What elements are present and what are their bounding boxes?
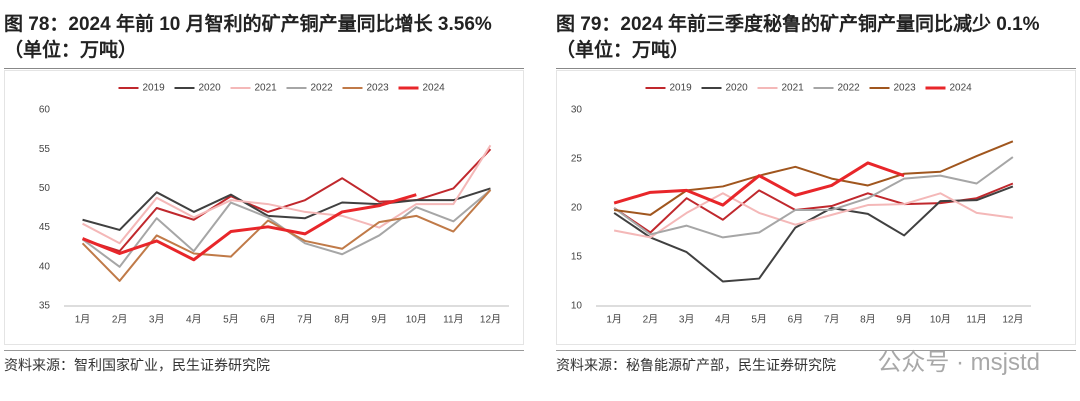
panel: 图 79：2024 年前三季度秘鲁的矿产铜产量同比减少 0.1%（单位：万吨） … — [556, 0, 1076, 401]
x-tick-label: 9月 — [371, 314, 387, 326]
x-tick-label: 8月 — [860, 314, 876, 326]
x-tick-label: 9月 — [896, 314, 912, 326]
x-tick-label: 6月 — [260, 314, 276, 326]
y-tick-label: 35 — [39, 301, 51, 312]
panel: 图 78：2024 年前 10 月智利的矿产铜产量同比增长 3.56%（单位：万… — [4, 0, 524, 401]
legend-label: 2022 — [838, 83, 861, 94]
line-series — [82, 187, 491, 231]
x-tick-label: 11月 — [966, 314, 986, 326]
legend-label: 2024 — [423, 83, 446, 94]
chart-frame — [4, 70, 524, 345]
watermark: 公众号 · msjstd — [877, 349, 1040, 376]
x-tick-label: 3月 — [679, 314, 695, 326]
x-tick-label: 12月 — [480, 314, 501, 326]
chart-frame — [556, 70, 1076, 345]
y-tick-label: 15 — [571, 252, 583, 263]
x-tick-label: 1月 — [75, 314, 91, 326]
y-tick-label: 45 — [39, 222, 51, 233]
line-series — [613, 140, 1014, 216]
x-tick-label: 8月 — [334, 314, 350, 326]
legend-label: 2019 — [143, 83, 166, 94]
line-series — [613, 161, 905, 207]
source: 资料来源：智利国家矿业，民生证券研究院 — [4, 350, 524, 375]
x-tick-label: 1月 — [606, 314, 622, 326]
legend-label: 2023 — [894, 83, 917, 94]
y-tick-label: 60 — [39, 105, 51, 116]
legend-label: 2023 — [367, 83, 390, 94]
y-tick-label: 50 — [39, 183, 51, 194]
y-tick-label: 20 — [571, 203, 583, 214]
x-tick-label: 10月 — [930, 314, 951, 326]
x-tick-label: 5月 — [223, 314, 239, 326]
chart-title: 图 78：2024 年前 10 月智利的矿产铜产量同比增长 3.56%（单位：万… — [4, 12, 524, 69]
x-tick-label: 12月 — [1002, 314, 1023, 326]
x-tick-label: 11月 — [443, 314, 463, 326]
line-series — [82, 144, 492, 245]
legend-label: 2021 — [255, 83, 278, 94]
source: 资料来源：秘鲁能源矿产部，民生证券研究院 — [556, 350, 1076, 375]
chart: 10 15 20 25 30 1月 2月 3月 4月 5月 6月 7月 8月 9月 10月 11月 12月 201… — [556, 70, 1076, 345]
x-tick-label: 4月 — [186, 314, 202, 326]
legend-label: 2024 — [950, 83, 973, 94]
legend-label: 2022 — [311, 83, 334, 94]
line-series — [613, 192, 1014, 239]
x-tick-label: 2月 — [643, 314, 659, 326]
y-tick-label: 10 — [571, 301, 583, 312]
x-tick-label: 4月 — [715, 314, 731, 326]
x-tick-label: 2月 — [112, 314, 128, 326]
x-tick-label: 7月 — [297, 314, 313, 326]
line-series — [81, 193, 417, 262]
x-tick-label: 7月 — [824, 314, 840, 326]
line-series — [82, 148, 492, 253]
line-series — [613, 156, 1014, 239]
y-tick-label: 25 — [571, 154, 583, 165]
line-series — [613, 185, 1014, 283]
x-tick-label: 10月 — [406, 314, 427, 326]
legend-label: 2020 — [199, 83, 222, 94]
legend-label: 2020 — [726, 83, 749, 94]
y-tick-label: 40 — [39, 261, 51, 272]
x-tick-label: 3月 — [149, 314, 165, 326]
chart-title: 图 79：2024 年前三季度秘鲁的矿产铜产量同比减少 0.1%（单位：万吨） — [556, 12, 1076, 69]
legend-label: 2021 — [782, 83, 805, 94]
line-series — [81, 189, 492, 268]
y-tick-label: 30 — [571, 105, 583, 116]
x-tick-label: 6月 — [788, 314, 804, 326]
legend-label: 2019 — [670, 83, 693, 94]
line-series — [613, 182, 1014, 234]
chart: 35 40 45 50 55 60 1月 2月 3月 4月 5月 6月 7月 8月 9月 10月 11月 12月 2… — [4, 70, 524, 345]
x-tick-label: 5月 — [751, 314, 767, 326]
y-tick-label: 55 — [39, 144, 51, 155]
